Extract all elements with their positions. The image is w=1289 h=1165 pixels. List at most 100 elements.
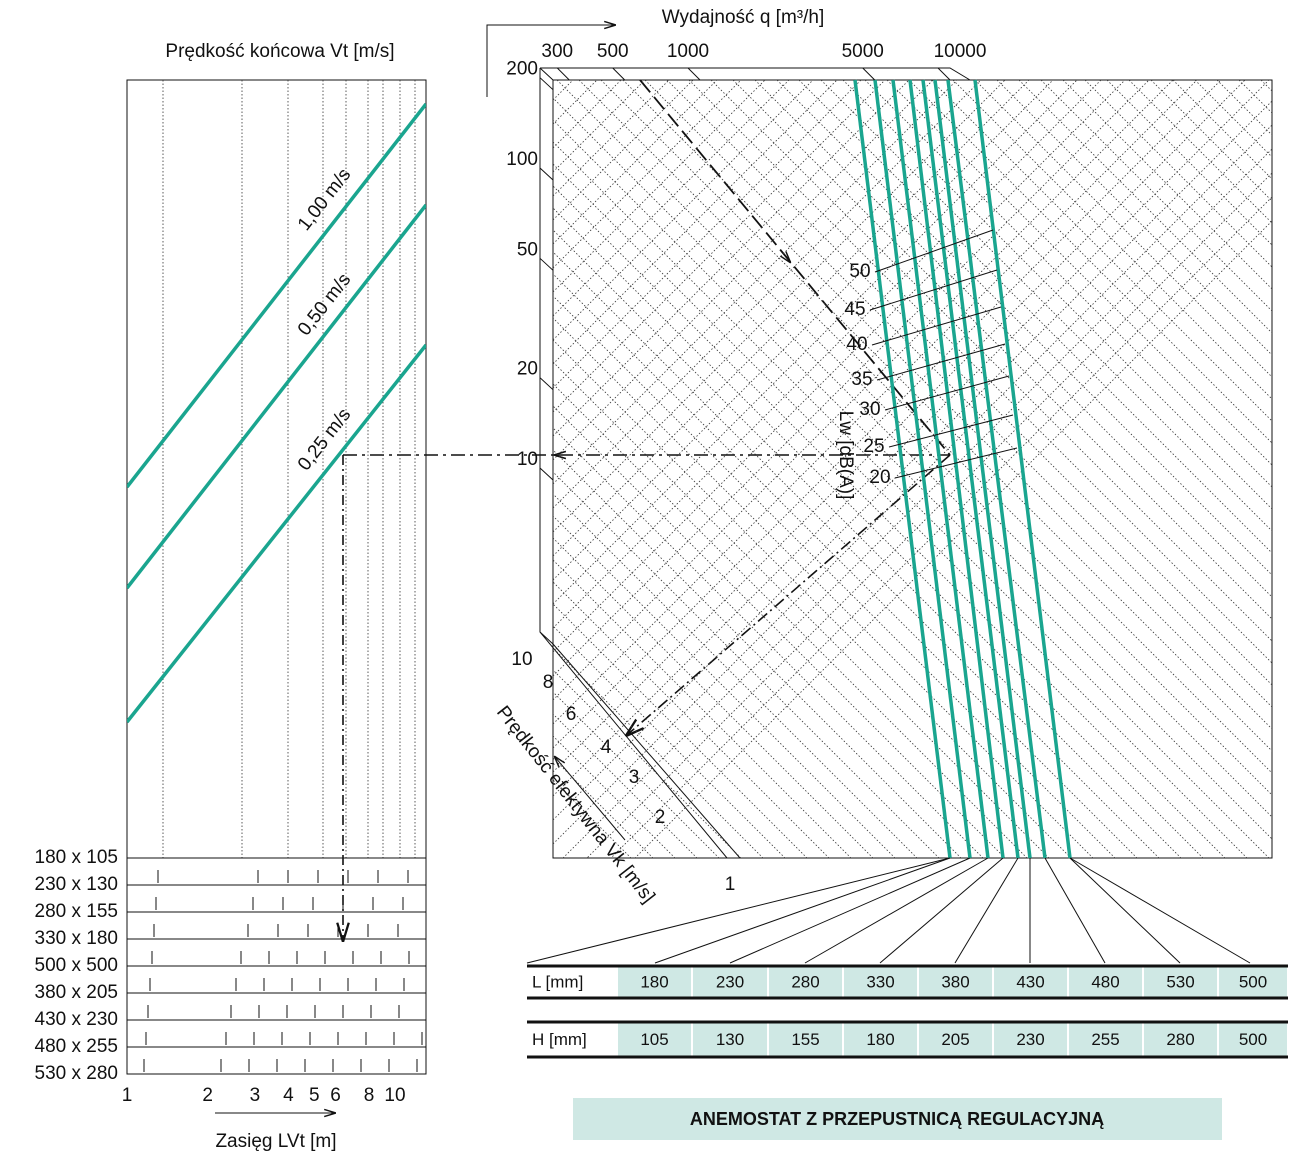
- left-frame: [126, 79, 427, 1075]
- lw-tick-label: 20: [869, 467, 890, 488]
- fan-line: [804, 857, 989, 964]
- size-label: 500 x 500: [35, 955, 118, 976]
- table-cell-text: 500: [1239, 972, 1267, 991]
- lw-tick: [876, 343, 1006, 381]
- top-tick: [612, 67, 626, 81]
- vk-tick-label: 6: [566, 704, 577, 725]
- diag-line: [553, 361, 1050, 858]
- lw-tick-label: 25: [863, 436, 884, 457]
- table-cell-text: 500: [1239, 1030, 1267, 1049]
- table-cell-text: 180: [866, 1030, 894, 1049]
- diag-line: [553, 80, 814, 341]
- lw-tick-label: 40: [846, 334, 867, 355]
- diag-line: [553, 80, 982, 509]
- size-label: 430 x 230: [35, 1009, 118, 1030]
- vk-tick-label: 8: [543, 672, 554, 693]
- diag-line: [710, 80, 1272, 642]
- table-cell-text: 230: [1016, 1030, 1044, 1049]
- table-cell-text: L [mm]: [532, 972, 583, 991]
- flow-line: [973, 79, 1072, 859]
- table-cell-text: 155: [791, 1030, 819, 1049]
- diag-line: [553, 559, 852, 858]
- diag-line: [996, 80, 1272, 356]
- diag-line: [553, 80, 862, 389]
- top-tick-label: 1000: [667, 41, 709, 62]
- size-label: 480 x 255: [35, 1036, 118, 1057]
- diag-line: [553, 80, 1006, 533]
- table-cell-text: 480: [1091, 972, 1119, 991]
- lw-tick-label: 50: [849, 261, 870, 282]
- top-tick: [862, 67, 876, 81]
- diag-line: [553, 0, 1289, 4]
- diag-line: [553, 537, 874, 858]
- diag-line: [798, 80, 1272, 554]
- diag-line: [553, 97, 1272, 818]
- vk-tick-label: 4: [601, 737, 612, 758]
- fan-line: [526, 857, 951, 964]
- flow-line: [891, 79, 990, 859]
- diag-line: [553, 207, 1204, 858]
- flow-line: [853, 79, 952, 859]
- diag-line: [553, 251, 1160, 858]
- diag-line: [732, 80, 1272, 620]
- diag-line: [553, 80, 694, 221]
- diag-line: [553, 603, 808, 858]
- size-label: 180 x 105: [35, 847, 118, 868]
- velocity-label: 0,25 m/s: [294, 405, 355, 475]
- diag-line: [553, 80, 886, 413]
- fan-line: [654, 857, 951, 964]
- left-tick-label: 50: [517, 239, 538, 260]
- flow-line: [908, 79, 1005, 859]
- diag-line: [553, 100, 1272, 821]
- table-cell-text: 430: [1016, 972, 1044, 991]
- diag-line: [553, 80, 910, 437]
- flow-line: [933, 79, 1032, 859]
- diag-line: [578, 80, 1272, 774]
- flow-line: [946, 79, 1047, 859]
- diag-line: [553, 119, 1272, 840]
- diag-line: [553, 691, 720, 858]
- diag-line: [1216, 80, 1272, 136]
- left-tick-label: 100: [506, 149, 538, 170]
- diag-line: [553, 229, 1182, 858]
- diag-line: [556, 80, 1272, 796]
- diag-line: [974, 80, 1272, 378]
- diag-line: [600, 80, 1272, 752]
- diag-line: [688, 80, 1272, 664]
- x-tick-label: 1: [122, 1085, 133, 1106]
- diag-line: [553, 295, 1116, 858]
- diag-line: [553, 80, 1222, 749]
- lw-tick: [884, 375, 1010, 411]
- diag-line: [886, 80, 1272, 466]
- diag-line: [553, 669, 742, 858]
- diag-line: [754, 80, 1272, 598]
- diag-line: [1194, 80, 1272, 158]
- diag-line: [553, 317, 1094, 858]
- lw-label: Lw [dB(A)]: [835, 411, 856, 500]
- diag-line: [553, 647, 764, 858]
- table-cell-text: 205: [941, 1030, 969, 1049]
- left-tick: [539, 167, 554, 181]
- diag-line: [864, 80, 1272, 488]
- diag-line: [1150, 80, 1272, 202]
- diag-line: [553, 757, 654, 858]
- caption: ANEMOSTAT Z PRZEPUSTNICĄ REGULACYJNĄ: [690, 1109, 1104, 1129]
- lw-tick-label: 35: [851, 369, 872, 390]
- diag-line: [553, 80, 718, 245]
- top-tick-label: 500: [597, 41, 629, 62]
- top-tick-label: 10000: [934, 41, 987, 62]
- left-tick-label: 10: [517, 449, 538, 470]
- diag-line: [908, 80, 1272, 444]
- lw-tick: [874, 229, 994, 273]
- diag-line: [553, 80, 742, 269]
- diag-line: [1018, 80, 1272, 334]
- diag-line: [553, 80, 1246, 773]
- diag-line: [644, 80, 1272, 708]
- diag-line: [1238, 80, 1272, 114]
- diag-line: [930, 80, 1272, 422]
- diag-line: [553, 80, 766, 293]
- diag-line: [1062, 80, 1272, 290]
- diag-line: [553, 339, 1072, 858]
- fan-line: [1069, 857, 1181, 964]
- size-label: 280 x 155: [35, 901, 118, 922]
